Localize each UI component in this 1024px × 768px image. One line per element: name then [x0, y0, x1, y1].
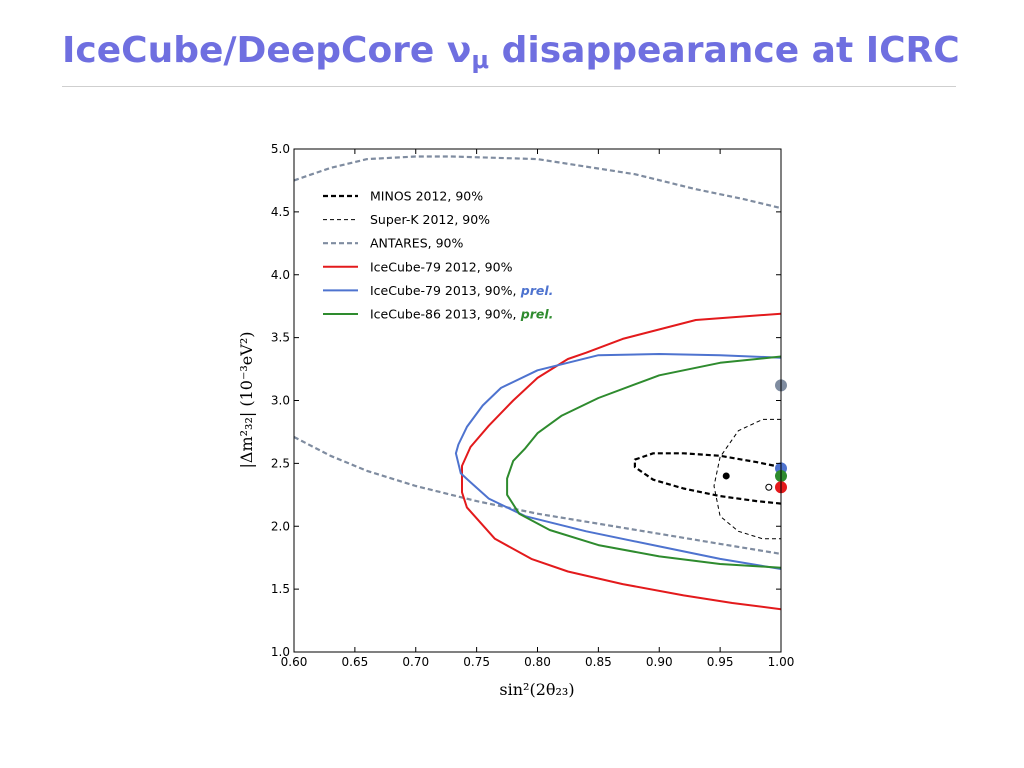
series-line-minos-2012-90 — [633, 452, 781, 505]
x-tick-label: 0.60 — [281, 655, 308, 669]
x-tick-label: 1.00 — [768, 655, 795, 669]
legend-prel-tag: prel. — [516, 307, 553, 322]
y-tick-label: 2.5 — [271, 456, 290, 470]
legend-prel-tag: prel. — [516, 283, 553, 298]
x-tick-label: 0.85 — [585, 655, 612, 669]
y-tick-label: 2.0 — [271, 519, 290, 533]
best-fit-point — [765, 483, 773, 491]
x-tick-label: 0.65 — [342, 655, 369, 669]
x-tick-label: 0.95 — [707, 655, 734, 669]
series-line-super-k-2012-90 — [713, 418, 781, 540]
x-tick-label: 0.75 — [463, 655, 490, 669]
legend: MINOS 2012, 90% Super-K 2012, 90% ANTARES,… — [323, 189, 553, 322]
legend-label: ANTARES, 90% — [370, 236, 463, 251]
x-tick-label: 0.80 — [524, 655, 551, 669]
title-main: IceCube/DeepCore ν — [62, 30, 472, 71]
y-tick-label: 5.0 — [271, 142, 290, 156]
y-tick-label: 1.5 — [271, 582, 290, 596]
y-tick-label: 3.5 — [271, 331, 290, 345]
plot-background — [294, 149, 781, 652]
x-tick-label: 0.70 — [402, 655, 429, 669]
x-tick-label: 0.90 — [646, 655, 673, 669]
series-line-icecube-79-2013-90 — [454, 353, 781, 570]
legend-label: IceCube-86 2013, 90%, prel. — [370, 307, 553, 322]
legend-label: IceCube-79 2012, 90% — [370, 259, 513, 274]
series-line-antares-90 — [294, 155, 781, 210]
legend-label: MINOS 2012, 90% — [370, 189, 483, 204]
y-tick-label: 3.0 — [271, 394, 290, 408]
title-divider — [62, 86, 956, 87]
y-tick-label: 1.0 — [271, 645, 290, 659]
slide-title: IceCube/DeepCore νμ disappearance at ICR… — [62, 30, 960, 74]
ticks-layer: 0.60 0.65 0.70 0.75 0.80 0.85 0.90 0.95 1.00 1.0 1… — [271, 142, 794, 669]
title-subscript: μ — [471, 46, 490, 74]
series-line-icecube-79-2012-90 — [461, 312, 781, 611]
best-fit-point — [722, 472, 730, 480]
legend-label: IceCube-79 2013, 90%, prel. — [370, 283, 553, 298]
y-axis-label: |Δm²₃₂| (10⁻³eV²) — [237, 332, 256, 469]
x-axis-label: sin²(2θ₂₃) — [499, 680, 574, 699]
series-layer — [294, 155, 781, 611]
legend-label: Super-K 2012, 90% — [370, 212, 490, 227]
title-tail: disappearance at ICRC — [489, 30, 960, 71]
y-tick-label: 4.5 — [271, 205, 290, 219]
series-line-icecube-86-2013-90 — [506, 355, 781, 569]
y-tick-label: 4.0 — [271, 268, 290, 282]
